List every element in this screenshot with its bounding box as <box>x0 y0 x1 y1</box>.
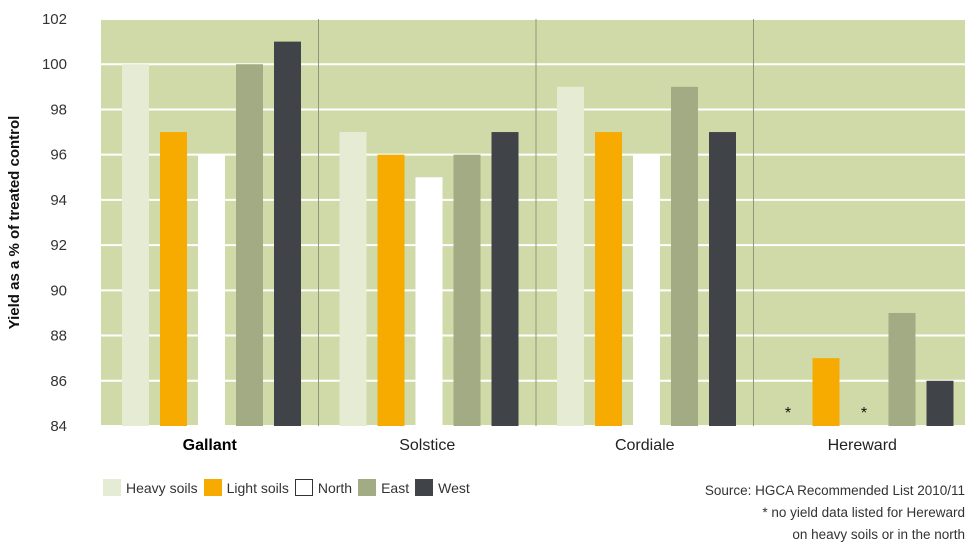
bar <box>926 380 954 426</box>
footnote-line-1: * no yield data listed for Hereward <box>762 505 965 520</box>
x-category-label: Cordiale <box>615 437 675 454</box>
x-category-label: Solstice <box>399 437 455 454</box>
bar <box>377 154 405 426</box>
legend-label-north: North <box>317 479 353 496</box>
x-category-label: Gallant <box>183 437 238 454</box>
footnote-line-2: on heavy soils or in the north <box>792 527 965 542</box>
y-tick-label: 86 <box>50 373 67 390</box>
y-tick-label: 100 <box>42 56 67 73</box>
legend-swatch-light-soils <box>203 479 222 496</box>
legend: Heavy soils Light soils North East West <box>103 479 476 496</box>
bar <box>415 177 443 426</box>
legend-swatch-north <box>294 479 313 496</box>
bar <box>557 86 584 426</box>
legend-item-east: East <box>358 479 409 496</box>
bar <box>671 86 698 426</box>
bar <box>812 358 840 426</box>
legend-item-west: West <box>415 479 470 496</box>
bar <box>633 154 660 426</box>
y-tick-label: 96 <box>50 147 67 164</box>
y-axis-title: Yield as a % of treated control <box>6 116 23 330</box>
source-line: Source: HGCA Recommended List 2010/11 <box>704 483 965 498</box>
legend-label-light-soils: Light soils <box>226 479 289 496</box>
bar <box>198 154 225 426</box>
bar <box>888 312 916 426</box>
bar <box>274 41 301 426</box>
legend-label-heavy-soils: Heavy soils <box>126 479 198 496</box>
y-tick-label: 90 <box>50 282 67 299</box>
y-tick-label: 88 <box>50 328 67 345</box>
legend-swatch-heavy-soils <box>103 479 121 496</box>
bar <box>339 132 367 427</box>
bar <box>595 132 622 427</box>
no-data-marker: * <box>785 405 791 422</box>
source-note: Source: HGCA Recommended List 2010/11 * … <box>625 480 965 546</box>
legend-item-north: North <box>294 479 353 496</box>
y-tick-label: 94 <box>50 192 67 209</box>
y-tick-label: 102 <box>42 11 67 28</box>
bar <box>491 132 519 427</box>
bar <box>709 132 736 427</box>
y-tick-label: 84 <box>50 418 67 435</box>
bar <box>122 64 149 426</box>
legend-label-east: East <box>381 479 410 496</box>
y-tick-label: 98 <box>50 101 67 118</box>
bar <box>236 64 263 426</box>
legend-swatch-west <box>415 479 434 496</box>
bar <box>160 132 187 427</box>
x-category-label: Hereward <box>828 437 897 454</box>
legend-label-west: West <box>438 479 470 496</box>
legend-item-light-soils: Light soils <box>203 479 289 496</box>
legend-swatch-east <box>358 479 377 496</box>
y-tick-label: 92 <box>50 237 67 254</box>
no-data-marker: * <box>861 405 867 422</box>
bar <box>453 154 481 426</box>
legend-item-heavy-soils: Heavy soils <box>103 479 198 496</box>
